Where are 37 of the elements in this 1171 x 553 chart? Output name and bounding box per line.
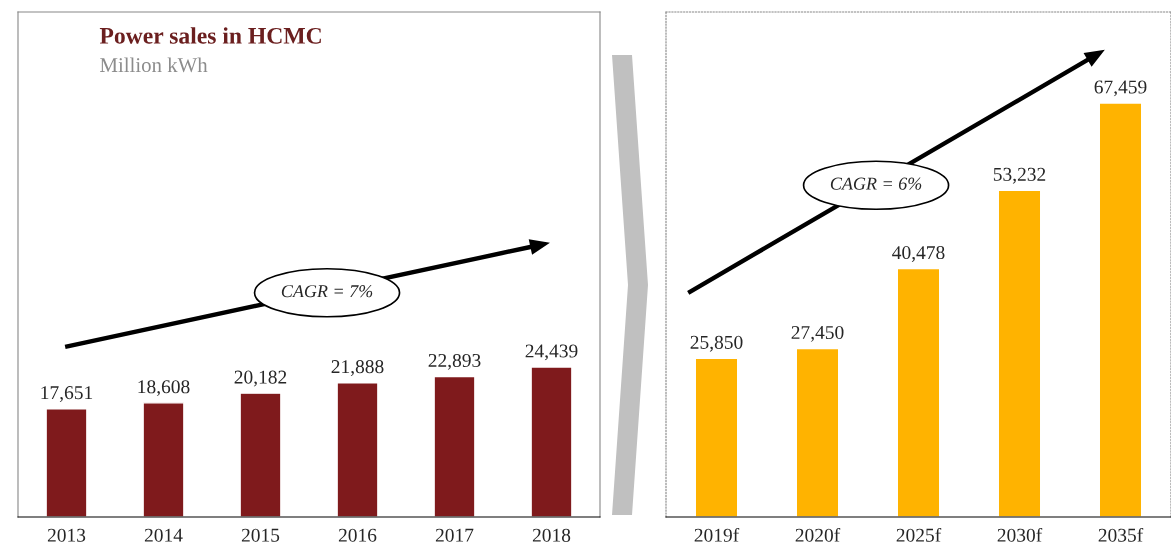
bar: [45, 407, 88, 517]
data-label: 27,450: [791, 325, 844, 342]
data-label: 67,459: [1094, 80, 1147, 97]
x-tick-label: 2020f: [795, 527, 841, 542]
data-label: 22,893: [428, 353, 481, 370]
x-tick-label: 2017: [435, 528, 474, 542]
data-label: 20,182: [234, 370, 287, 387]
text: CAGR = 7%: [281, 285, 373, 298]
x-tick-label: 2016: [338, 528, 377, 542]
bar: [239, 392, 282, 517]
data-label: 21,888: [331, 360, 384, 376]
bar: [997, 189, 1042, 517]
x-tick-label: 2015: [241, 528, 280, 542]
data-label: 53,232: [993, 167, 1046, 184]
bar: [433, 375, 476, 517]
annotation: CAGR = 6%: [830, 177, 922, 190]
bar: [530, 366, 573, 517]
bar: [795, 347, 840, 517]
data-label: 17,651: [41, 386, 93, 402]
data-label: 25,850: [690, 335, 743, 352]
bar: [694, 357, 739, 517]
x-tick-label: 2030f: [997, 527, 1043, 542]
x-tick-label: 2025f: [896, 527, 942, 542]
bar: [336, 381, 379, 517]
x-tick-label: 2035f: [1098, 527, 1144, 542]
x-tick-label: 2019f: [694, 527, 740, 542]
bar: [142, 402, 185, 517]
data-label: 24,439: [525, 344, 578, 361]
x-tick-label: 2013: [47, 528, 86, 542]
data-label: 40,478: [892, 246, 945, 262]
x-tick-label: 2018: [532, 528, 571, 542]
chart-title: Power sales in HCMC: [99, 27, 321, 44]
data-label: 18,608: [138, 380, 190, 397]
chart-subtitle: Million kWh: [100, 57, 208, 73]
bar: [1098, 102, 1143, 517]
bar: [896, 267, 941, 517]
x-tick-label: 2014: [144, 528, 183, 542]
